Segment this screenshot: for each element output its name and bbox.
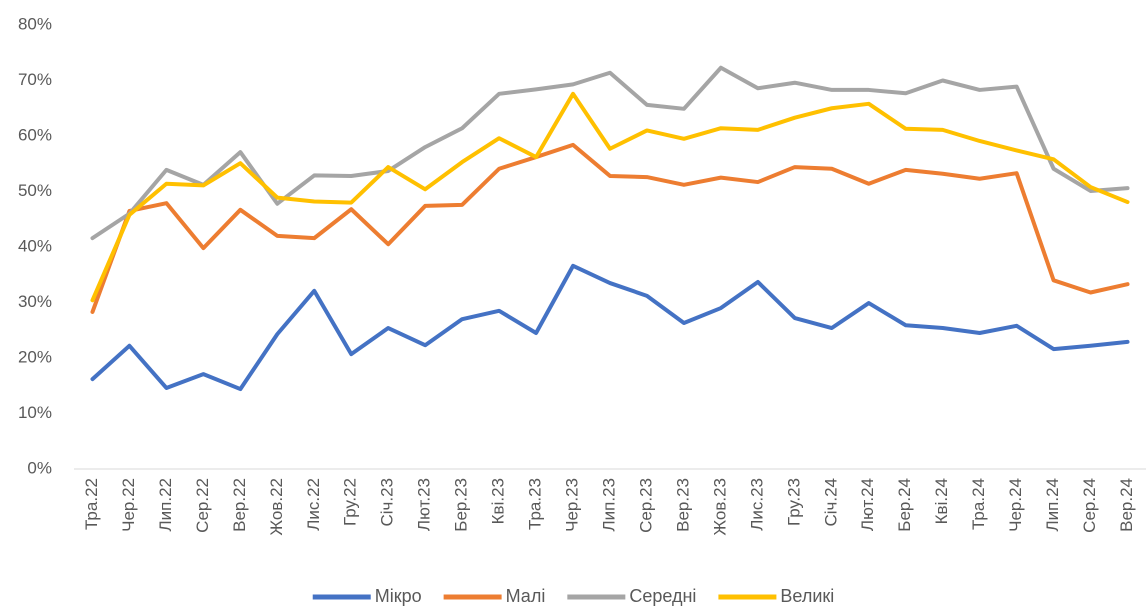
y-tick-label: 20% [18, 347, 52, 366]
x-tick-label: Лип.24 [1043, 478, 1062, 532]
legend-label: Великі [780, 586, 834, 606]
x-tick-label: Січ.23 [378, 478, 397, 527]
x-tick-label: Вер.23 [673, 478, 692, 532]
x-tick-label: Вер.24 [1117, 478, 1136, 532]
x-tick-label: Вер.22 [230, 478, 249, 532]
x-tick-label: Бер.24 [895, 478, 914, 532]
x-tick-label: Кві.23 [489, 478, 508, 524]
y-tick-label: 10% [18, 403, 52, 422]
x-tick-label: Гру.23 [784, 478, 803, 526]
x-tick-label: Сер.24 [1080, 478, 1099, 533]
x-tick-label: Гру.22 [341, 478, 360, 526]
x-tick-label: Лис.23 [747, 478, 766, 531]
x-tick-label: Чер.22 [119, 478, 138, 532]
x-tick-label: Бер.23 [452, 478, 471, 532]
y-tick-label: 30% [18, 292, 52, 311]
x-tick-label: Кві.24 [932, 478, 951, 524]
x-tick-label: Січ.24 [821, 478, 840, 527]
series-line [90, 91, 1130, 303]
legend-label: Мікро [375, 586, 422, 606]
y-tick-label: 80% [18, 14, 52, 33]
series-line [90, 142, 1130, 314]
x-tick-label: Лют.24 [858, 478, 877, 531]
x-tick-label: Чер.24 [1006, 478, 1025, 532]
legend: Мікро Малі Середні Великі [312, 586, 834, 606]
x-tick-label: Тра.22 [82, 478, 101, 530]
x-tick-label: Лип.22 [156, 478, 175, 532]
series-line [90, 65, 1130, 241]
x-tick-label: Лип.23 [599, 478, 618, 532]
x-tick-label: Лис.22 [304, 478, 323, 531]
x-tick-label: Тра.24 [969, 478, 988, 530]
y-tick-label: 0% [27, 458, 52, 477]
series-line [90, 263, 1130, 392]
x-tick-label: Жов.23 [710, 478, 729, 536]
x-tick-label: Жов.22 [267, 478, 286, 536]
x-tick-label: Тра.23 [526, 478, 545, 530]
y-tick-label: 70% [18, 70, 52, 89]
x-tick-label: Чер.23 [563, 478, 582, 532]
x-tick-label: Лют.23 [415, 478, 434, 531]
x-tick-label: Сер.23 [636, 478, 655, 533]
y-tick-label: 60% [18, 125, 52, 144]
y-tick-label: 50% [18, 181, 52, 200]
legend-label: Середні [629, 586, 696, 606]
legend-label: Малі [506, 586, 546, 606]
y-tick-label: 40% [18, 236, 52, 255]
x-tick-label: Сер.22 [193, 478, 212, 533]
